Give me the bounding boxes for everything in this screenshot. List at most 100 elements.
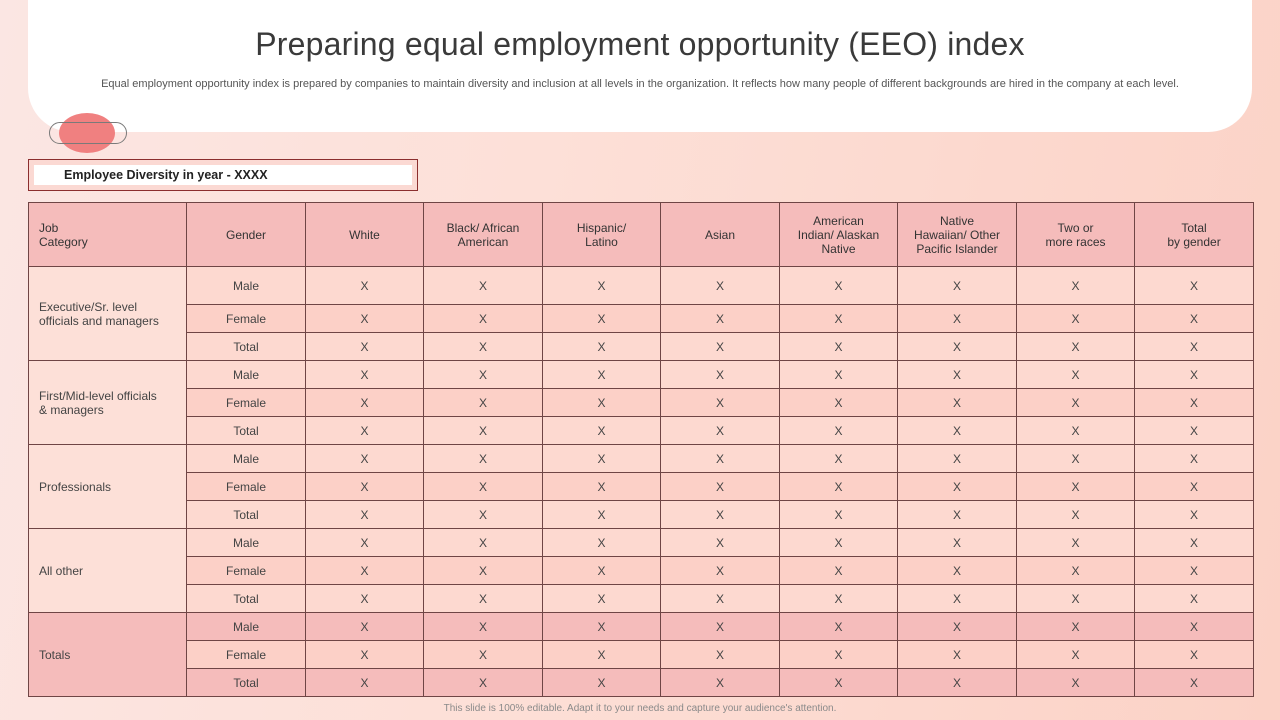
value-cell: X <box>305 640 424 669</box>
value-cell: X <box>779 266 898 305</box>
page-title: Preparing equal employment opportunity (… <box>255 26 1025 62</box>
value-cell: X <box>660 640 780 669</box>
value-cell: X <box>423 304 543 333</box>
value-cell: X <box>305 304 424 333</box>
value-cell: X <box>660 472 780 501</box>
value-cell: X <box>897 332 1017 361</box>
table-row: Total X X X X X X X X <box>29 668 1254 697</box>
column-header-line: Two or <box>1057 220 1094 235</box>
table-row: First/Mid-level officials & managers Male X… <box>28 360 1254 445</box>
value-cell: X <box>660 444 780 473</box>
value-cell: X <box>542 360 661 389</box>
job-category-line: All other <box>39 563 84 578</box>
job-category-line: First/Mid-level officials <box>39 388 157 403</box>
value-cell: X <box>779 304 898 333</box>
value-cell: X <box>1016 668 1135 697</box>
value-cell: X <box>779 416 898 445</box>
value-cell: X <box>779 500 898 529</box>
value-cell: X <box>779 584 898 613</box>
value-cell: X <box>660 266 780 305</box>
value-cell: X <box>897 584 1017 613</box>
value-cell: X <box>779 388 898 417</box>
value-cell: X <box>542 444 661 473</box>
value-cell: X <box>1016 416 1135 445</box>
column-header-line: Black/ African <box>446 220 520 235</box>
value-cell: X <box>1016 266 1135 305</box>
table-row: Executive/Sr. level officials and manager… <box>28 266 1254 361</box>
value-cell: X <box>423 668 543 697</box>
value-cell: X <box>1016 612 1135 641</box>
section-label-inner: Employee Diversity in year - XXXX <box>34 165 412 185</box>
gender-cell: Total <box>186 416 306 445</box>
column-header-line: Category <box>39 234 88 249</box>
value-cell: X <box>1134 416 1254 445</box>
value-cell: X <box>1016 332 1135 361</box>
column-header-line: Indian/ Alaskan <box>797 227 880 242</box>
table-row: Female X X X X X X X X <box>29 472 1254 501</box>
section-label: Employee Diversity in year - XXXX <box>64 168 268 182</box>
value-cell: X <box>897 640 1017 669</box>
value-cell: X <box>423 500 543 529</box>
value-cell: X <box>660 416 780 445</box>
value-cell: X <box>660 500 780 529</box>
column-header: Native Hawaiian/ Other Pacific Islander <box>897 202 1017 267</box>
value-cell: X <box>305 332 424 361</box>
value-cell: X <box>423 332 543 361</box>
column-header-line: Gender <box>225 227 267 242</box>
value-cell: X <box>897 416 1017 445</box>
row-group: Professionals Male X X X X X X X X Female X X X X X X X X T… <box>28 444 1254 529</box>
value-cell: X <box>1016 444 1135 473</box>
value-cell: X <box>305 472 424 501</box>
column-header: White <box>305 202 424 267</box>
column-header: Black/ African American <box>423 202 543 267</box>
value-cell: X <box>1134 528 1254 557</box>
gender-cell: Female <box>186 388 306 417</box>
footer-note: This slide is 100% editable. Adapt it to… <box>443 703 837 714</box>
job-category-cell: Totals <box>28 612 187 697</box>
value-cell: X <box>779 612 898 641</box>
table-row: Female X X X X X X X X <box>29 304 1254 333</box>
value-cell: X <box>660 304 780 333</box>
value-cell: X <box>897 360 1017 389</box>
value-cell: X <box>779 640 898 669</box>
value-cell: X <box>897 500 1017 529</box>
header-row: Job Category Gender White Black/ African Amer… <box>28 202 1254 267</box>
job-category-cell: Professionals <box>28 444 187 529</box>
value-cell: X <box>423 388 543 417</box>
value-cell: X <box>305 388 424 417</box>
job-category-cell: Executive/Sr. level officials and manager… <box>28 266 187 361</box>
column-header: Gender <box>186 202 306 267</box>
value-cell: X <box>1016 388 1135 417</box>
gender-cell: Female <box>186 556 306 585</box>
gender-cell: Male <box>186 528 306 557</box>
value-cell: X <box>423 528 543 557</box>
column-header-line: Native <box>821 241 856 256</box>
value-cell: X <box>542 668 661 697</box>
value-cell: X <box>305 444 424 473</box>
column-header-line: Hawaiian/ Other <box>913 227 1001 242</box>
value-cell: X <box>660 360 780 389</box>
value-cell: X <box>305 668 424 697</box>
job-category-line: Totals <box>39 647 71 662</box>
job-category-cell: All other <box>28 528 187 613</box>
value-cell: X <box>1016 304 1135 333</box>
column-header: Job Category <box>28 202 187 267</box>
value-cell: X <box>1134 612 1254 641</box>
table-row: Total X X X X X X X X <box>29 500 1254 529</box>
value-cell: X <box>897 668 1017 697</box>
table-row: Total X X X X X X X X <box>29 332 1254 361</box>
value-cell: X <box>897 304 1017 333</box>
column-header-line: Native <box>939 213 974 228</box>
column-header: Hispanic/Latino <box>542 202 661 267</box>
gender-cell: Total <box>186 584 306 613</box>
value-cell: X <box>1016 640 1135 669</box>
job-category-line: Professionals <box>39 479 112 494</box>
value-cell: X <box>1016 472 1135 501</box>
column-header-line: Latino <box>585 234 618 249</box>
value-cell: X <box>542 500 661 529</box>
value-cell: X <box>542 304 661 333</box>
value-cell: X <box>423 472 543 501</box>
gender-cell: Female <box>186 472 306 501</box>
value-cell: X <box>660 612 780 641</box>
value-cell: X <box>423 556 543 585</box>
